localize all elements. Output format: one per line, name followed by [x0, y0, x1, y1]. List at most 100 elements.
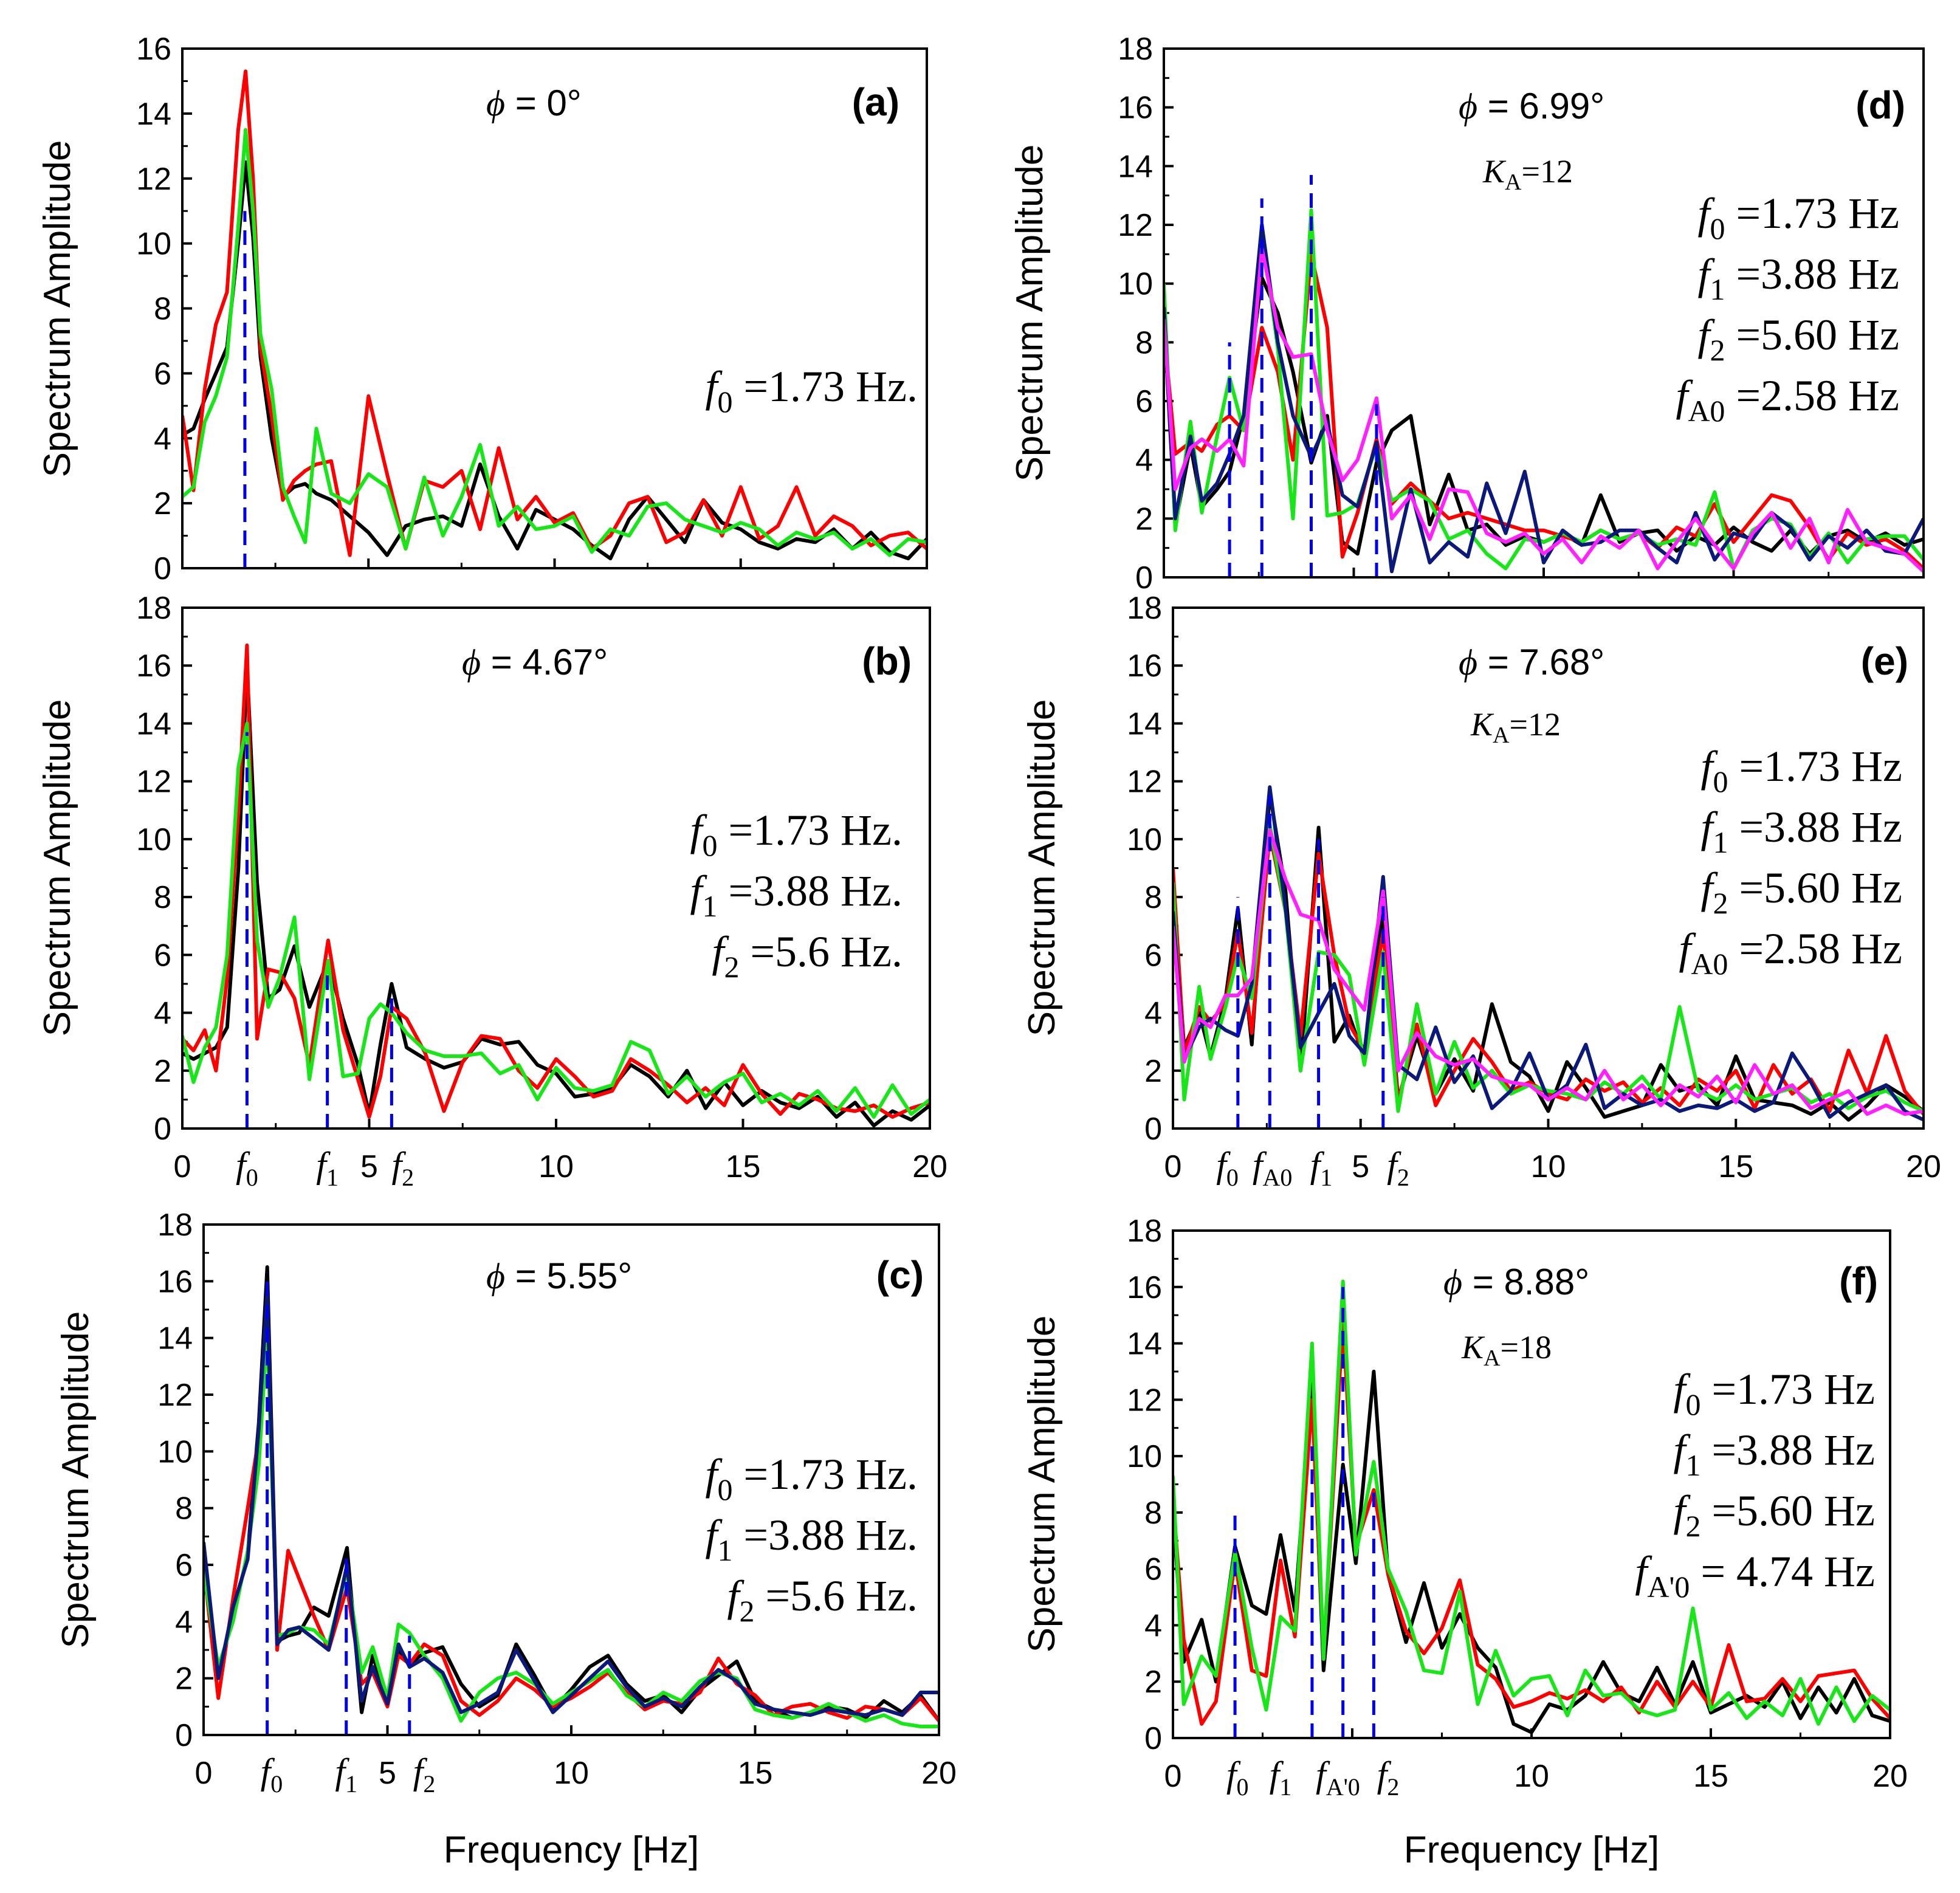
x-tick-label: 15: [1693, 1759, 1728, 1794]
ka-annotation: KA=18: [1461, 1329, 1552, 1371]
y-tick-label: 4: [1144, 996, 1162, 1031]
x-tick-label: 10: [1514, 1759, 1549, 1794]
phi-annotation: ϕ = 8.88°: [1443, 1262, 1589, 1302]
ka-symbol: K: [1470, 706, 1494, 743]
panel-a: 0 2 4 6 8 10 12 14 16 Spectrum Amplitude (a) ϕ = 0°…: [36, 32, 928, 586]
panel-label: (a): [852, 80, 899, 124]
frequency-annotation: f2 =5.60 Hz: [1697, 311, 1899, 367]
y-tick-label: 8: [154, 292, 171, 327]
frequency-subscript: 0: [1685, 1387, 1700, 1421]
y-tick-label: 2: [1144, 1054, 1162, 1089]
x-tick-subscript: 0: [1237, 1773, 1249, 1801]
frequency-annotation: f1 =3.88 Hz: [1673, 1426, 1875, 1482]
series-red-line: [1164, 252, 1924, 570]
y-tick-label: 6: [1144, 938, 1162, 973]
x-tick-label: 15: [726, 1149, 761, 1184]
ka-symbol: K: [1461, 1329, 1485, 1366]
x-tick-subscript: 2: [1397, 1164, 1409, 1191]
plot-frame: [202, 1223, 940, 1736]
x-tick-subscript: 2: [423, 1770, 435, 1798]
phi-annotation: ϕ = 5.55°: [486, 1256, 632, 1296]
series-navy-line: [1164, 223, 1924, 574]
series-black-line: [182, 664, 930, 1128]
y-tick-label: 2: [1135, 501, 1153, 537]
y-tick-label: 2: [1144, 1665, 1162, 1700]
y-tick-label: 8: [1135, 325, 1153, 360]
frequency-value: =3.88 Hz: [1728, 803, 1902, 851]
y-tick-label: 4: [154, 421, 171, 456]
frequency-subscript: 0: [717, 385, 732, 419]
frequency-value: =3.88 Hz: [1725, 250, 1899, 298]
x-tick-subscript: A0: [1263, 1164, 1293, 1191]
ka-subscript: A: [1484, 1345, 1501, 1371]
frequency-subscript: 0: [1710, 211, 1725, 246]
y-axis-title: Spectrum Amplitude: [1009, 145, 1051, 482]
ka-symbol: K: [1482, 153, 1507, 190]
y-tick-label: 12: [157, 1378, 193, 1413]
x-tick-label: 0: [1164, 1759, 1182, 1794]
y-axis-title: Spectrum Amplitude: [1021, 1316, 1063, 1653]
series-black-line: [1164, 276, 1924, 556]
y-tick-label: 6: [1144, 1552, 1162, 1587]
y-tick-label: 0: [154, 551, 171, 586]
series-navy-line: [204, 1291, 939, 1717]
y-tick-label: 18: [1118, 32, 1153, 67]
phi-symbol: ϕ: [1459, 642, 1477, 682]
frequency-subscript: 1: [1710, 272, 1725, 306]
x-tick-label: 5: [1352, 1149, 1369, 1184]
frequency-annotation: f0 =1.73 Hz: [1673, 1365, 1875, 1421]
y-tick-label: 6: [175, 1548, 193, 1583]
y-tick-label: 10: [157, 1434, 193, 1469]
panel-label: (e): [1861, 639, 1908, 683]
phi-symbol: ϕ: [486, 1256, 505, 1296]
y-tick-label: 12: [136, 162, 171, 197]
y-tick-label: 8: [1144, 880, 1162, 915]
frequency-subscript: 2: [739, 1594, 754, 1628]
y-tick-label: 4: [1135, 443, 1153, 478]
frequency-value: =1.73 Hz: [1725, 189, 1899, 238]
frequency-subscript: A'0: [1647, 1570, 1690, 1604]
frequency-subscript: 1: [1713, 825, 1728, 859]
plot-frame: [181, 606, 931, 1130]
y-axis-title: Spectrum Amplitude: [36, 699, 78, 1037]
y-tick-label: 18: [1127, 1214, 1162, 1249]
series-green-line: [182, 128, 927, 557]
phi-value: = 7.68°: [1477, 642, 1604, 682]
y-tick-label: 14: [157, 1321, 193, 1356]
y-tick-label: 12: [136, 764, 171, 800]
frequency-value: =2.58 Hz: [1725, 371, 1899, 420]
series-red-line: [204, 1293, 939, 1722]
y-tick-label: 16: [1127, 1270, 1162, 1305]
frequency-value: =2.58 Hz: [1728, 924, 1902, 973]
y-tick-label: 8: [1144, 1496, 1162, 1531]
y-tick-label: 16: [136, 648, 171, 684]
phi-value: = 4.67°: [481, 642, 608, 682]
y-tick-label: 12: [1127, 764, 1162, 800]
y-tick-label: 0: [175, 1718, 193, 1753]
frequency-annotation: fA0 =2.58 Hz: [1676, 371, 1899, 428]
panel-label: (f): [1839, 1259, 1878, 1303]
x-tick-subscript: 1: [345, 1770, 357, 1798]
x-tick-subscript: 2: [402, 1164, 414, 1191]
y-tick-label: 0: [154, 1111, 171, 1147]
phi-annotation: ϕ = 6.99°: [1459, 86, 1604, 126]
y-tick-label: 16: [136, 32, 171, 67]
x-axis-title-right: Frequency [Hz]: [1404, 1829, 1659, 1871]
y-tick-label: 14: [136, 97, 171, 132]
x-tick-label: 5: [379, 1756, 396, 1791]
x-tick-label-symbol: f2: [413, 1751, 436, 1798]
y-tick-label: 0: [1135, 560, 1153, 596]
frequency-value: = 4.74 Hz: [1690, 1547, 1875, 1596]
series-navy-line: [1173, 785, 1924, 1122]
y-tick-label: 2: [154, 486, 171, 521]
ka-value: =12: [1509, 706, 1560, 743]
plot-frame: [1163, 47, 1925, 579]
x-tick-label: 20: [921, 1756, 957, 1791]
x-tick-subscript: 1: [1279, 1773, 1291, 1801]
phi-symbol: ϕ: [1459, 86, 1477, 126]
series-red-line: [1173, 1319, 1890, 1726]
frequency-value: =5.60 Hz: [1700, 1486, 1875, 1535]
y-tick-label: 16: [1118, 91, 1153, 126]
